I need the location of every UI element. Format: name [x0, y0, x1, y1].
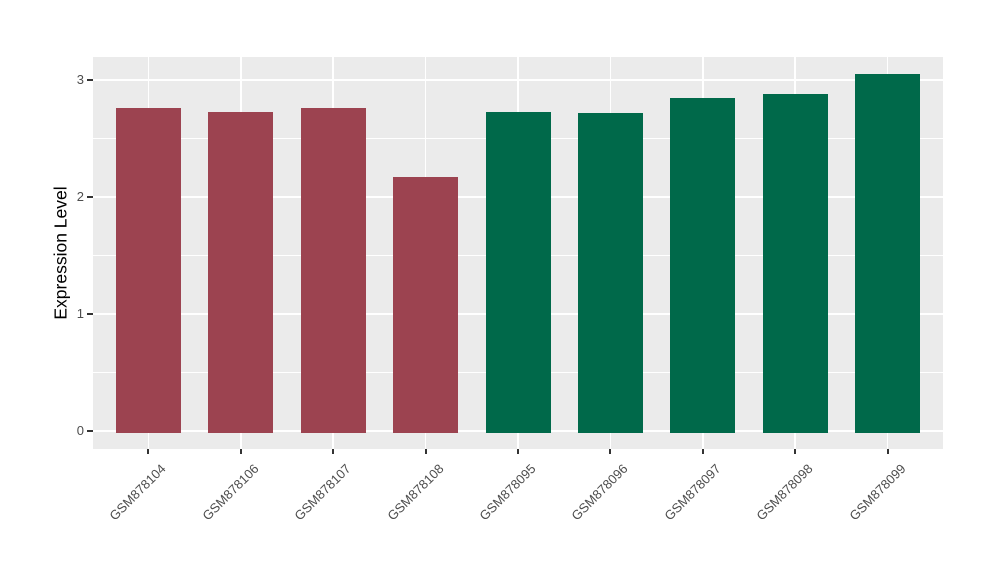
y-tick-mark	[87, 430, 93, 432]
x-tick-label-GSM878106: GSM878106	[199, 461, 262, 524]
y-tick-label: 2	[76, 189, 84, 204]
bar-GSM878098	[762, 94, 828, 433]
y-tick-label: 1	[76, 306, 84, 321]
y-tick-mark	[87, 313, 93, 315]
y-tick-mark	[87, 196, 93, 198]
y-tick-mark	[87, 79, 93, 81]
bar-GSM878108	[393, 177, 459, 433]
y-axis-title: Expression Level	[50, 186, 71, 320]
x-tick-mark	[424, 449, 427, 454]
x-tick-mark	[701, 449, 704, 454]
x-tick-mark	[147, 449, 150, 454]
x-tick-mark	[886, 449, 889, 454]
bar-GSM878104	[115, 108, 181, 433]
plot-panel	[93, 57, 943, 449]
x-tick-mark	[239, 449, 242, 454]
bar-GSM878107	[300, 108, 366, 433]
x-tick-mark	[609, 449, 612, 454]
x-tick-label-GSM878107: GSM878107	[291, 461, 354, 524]
bar-GSM878096	[577, 112, 643, 433]
bar-GSM878097	[670, 97, 736, 433]
x-tick-label-GSM878097: GSM878097	[661, 461, 724, 524]
x-tick-mark	[794, 449, 797, 454]
bar-GSM878099	[855, 74, 921, 433]
x-tick-label-GSM878108: GSM878108	[383, 461, 447, 524]
y-tick-label: 3	[76, 72, 84, 87]
x-tick-label-GSM878096: GSM878096	[568, 461, 632, 524]
x-tick-mark	[517, 449, 519, 454]
x-tick-label-GSM878104: GSM878104	[106, 461, 170, 524]
bar-GSM878106	[208, 111, 274, 433]
x-tick-label-GSM878099: GSM878099	[845, 461, 909, 524]
x-tick-label-GSM878098: GSM878098	[753, 461, 816, 524]
x-tick-mark	[332, 449, 335, 454]
bar-GSM878095	[485, 111, 551, 433]
y-tick-label: 0	[76, 423, 84, 438]
x-tick-label-GSM878095: GSM878095	[476, 461, 539, 524]
